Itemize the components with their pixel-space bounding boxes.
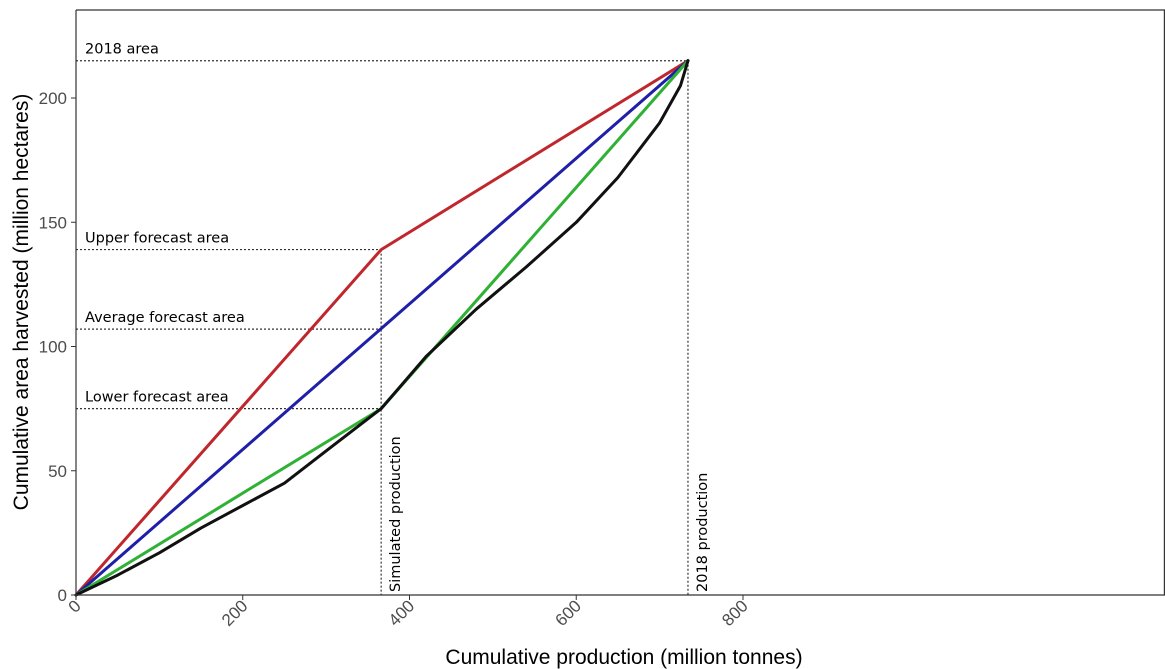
reference-label: Lower forecast area [85,390,229,406]
x-tick-label: 400 [385,596,418,629]
reference-label: Upper forecast area [85,231,229,247]
reference-label: Average forecast area [85,310,245,326]
reference-label: 2018 area [85,42,159,58]
series-line-2 [74,59,690,597]
x-tick-label: 600 [552,596,585,629]
x-tick-label: 0 [65,596,85,616]
x-tick-label: 800 [718,596,751,629]
y-tick-label: 150 [39,213,67,232]
data-series [74,59,690,597]
series-line-4 [74,59,690,597]
y-tick-label: 50 [48,462,67,481]
y-tick-label: 100 [39,338,67,357]
y-tick-label: 200 [39,89,67,108]
reference-lines [76,60,689,595]
reference-label: Simulated production [388,436,404,592]
annotations: 2018 area Upper forecast area Average fore… [85,42,711,592]
reference-label: 2018 production [695,473,711,592]
x-tick-label: 200 [218,596,251,629]
y-axis-title: Cumulative area harvested (million hecta… [10,94,33,511]
series-line-1 [74,59,690,597]
x-axis-title: Cumulative production (million tonnes) [445,646,802,669]
y-tick-label: 0 [58,586,67,605]
